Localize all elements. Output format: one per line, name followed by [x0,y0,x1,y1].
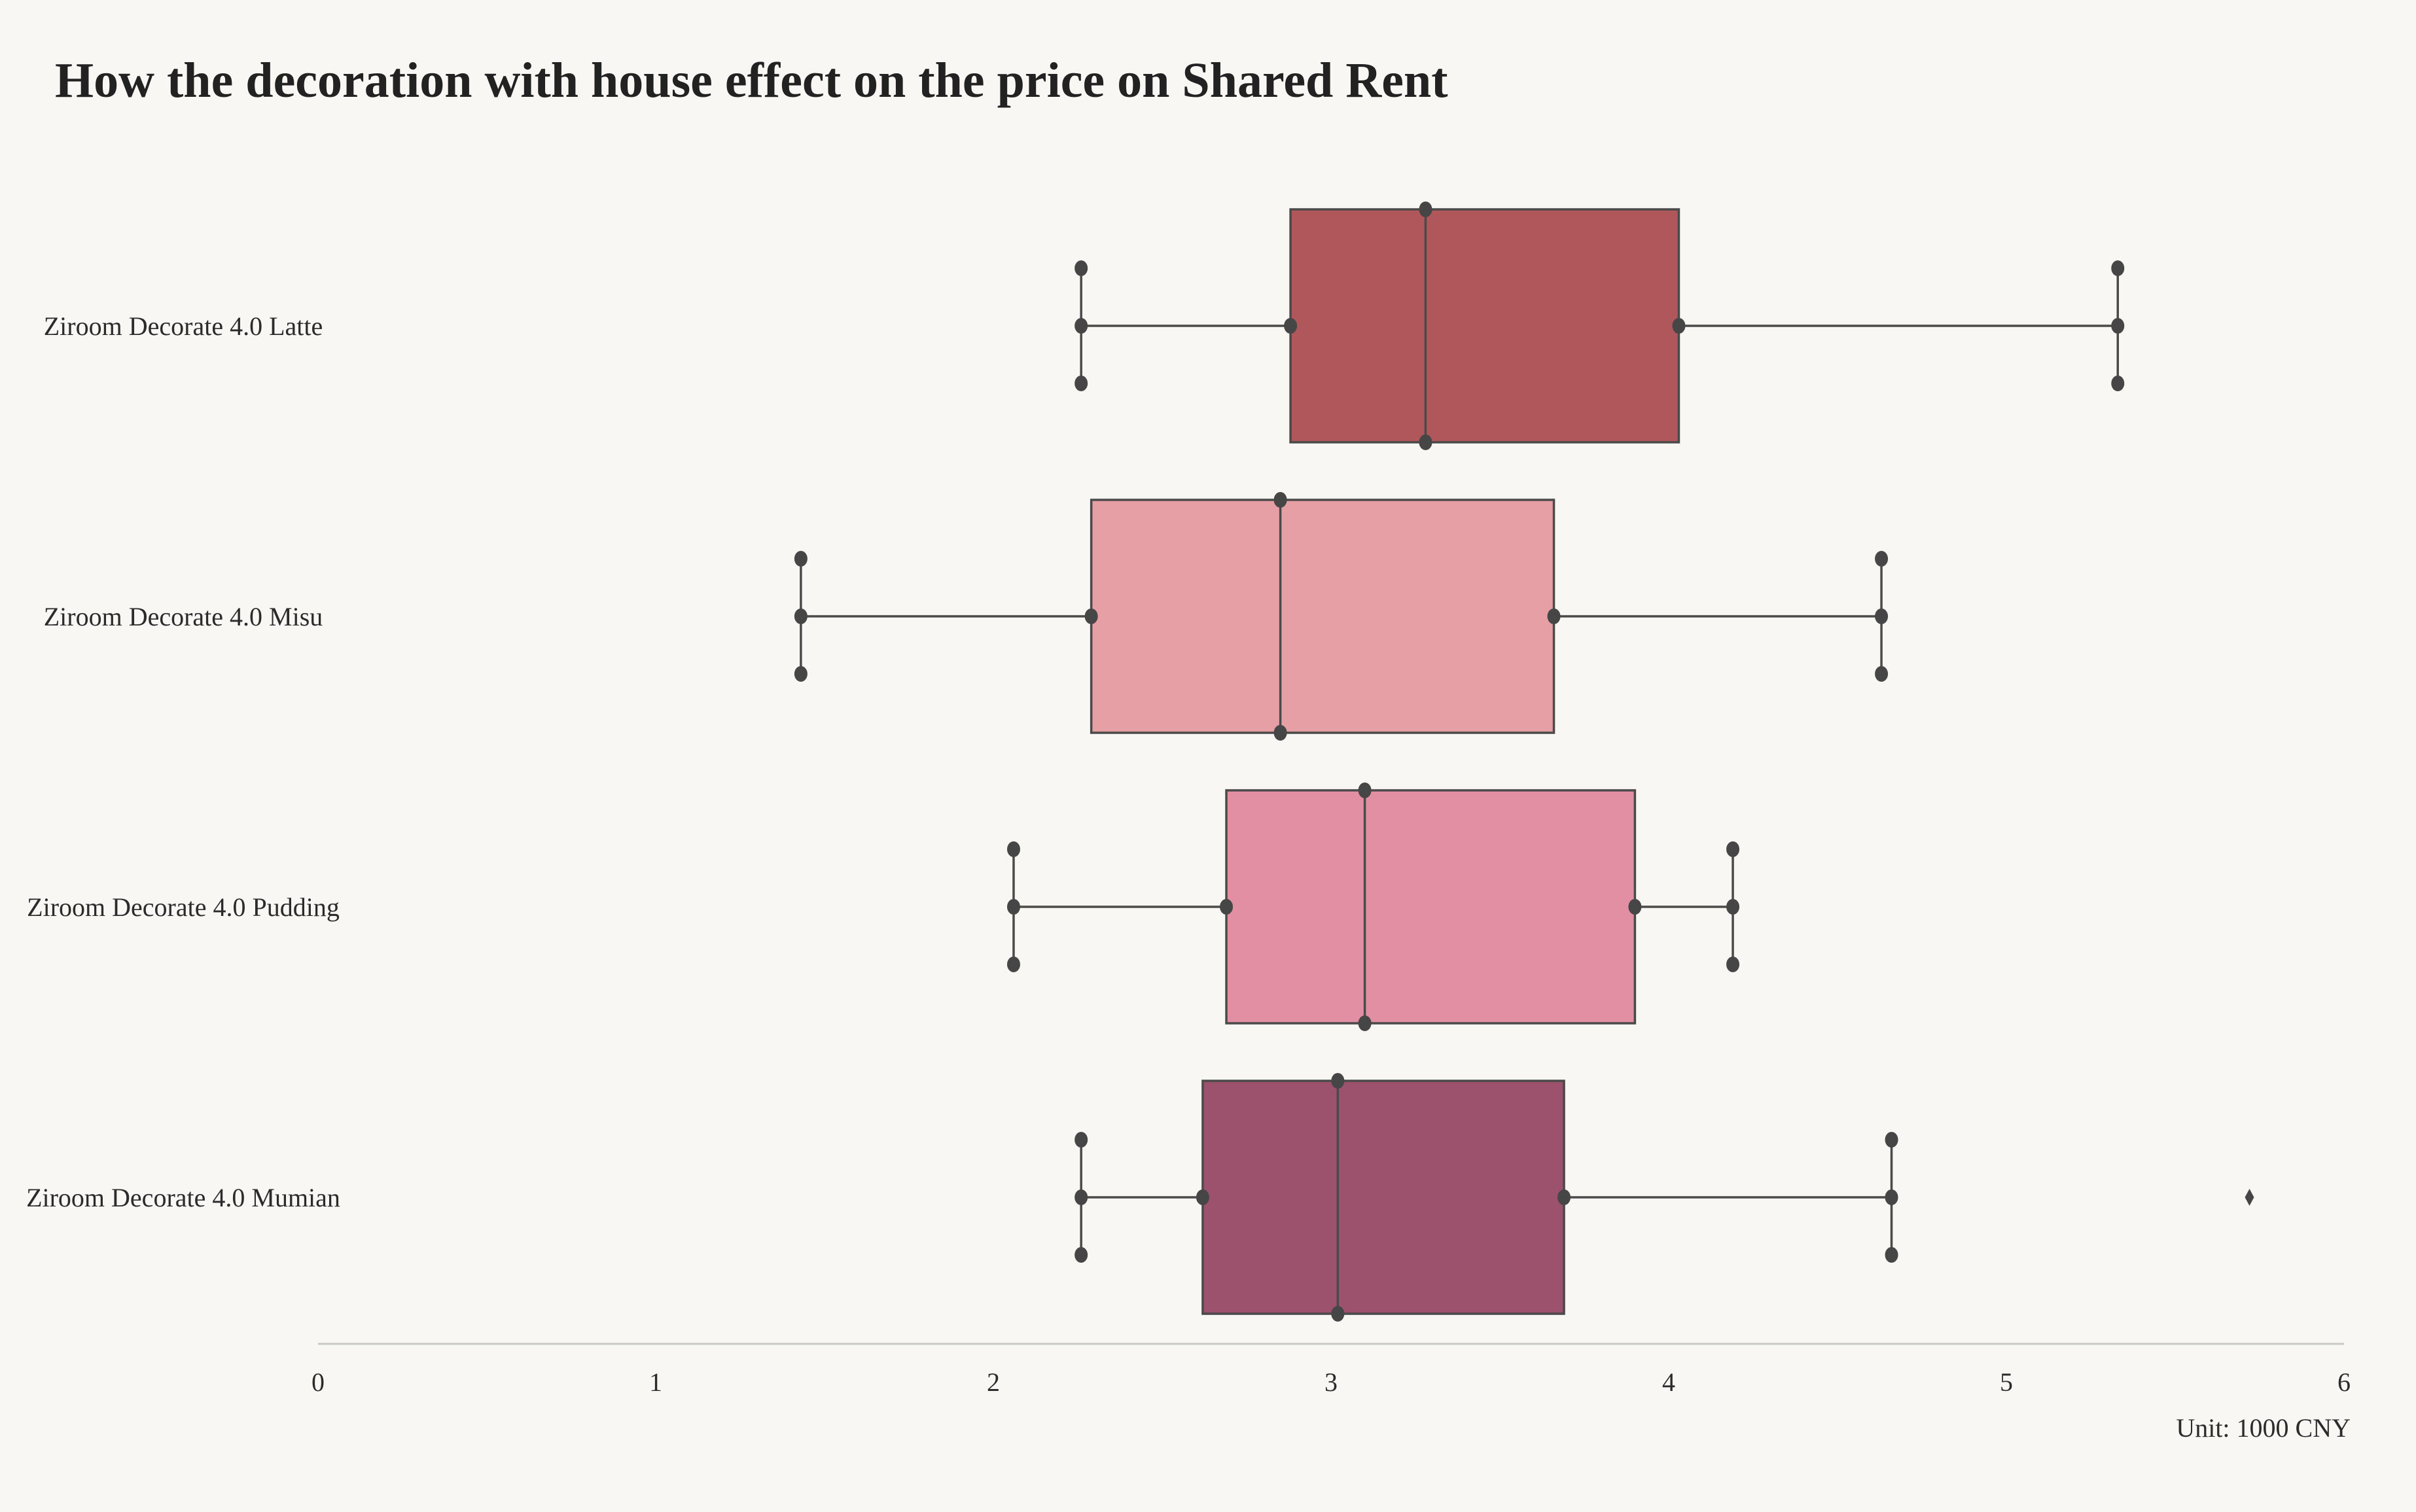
median-top-point [1331,1073,1345,1089]
q1-point [1220,899,1234,915]
y-category-label: Ziroom Decorate 4.0 Pudding [27,892,340,922]
median-bottom-point [1358,1015,1372,1031]
x-tick-label: 5 [2000,1367,2013,1397]
whisker-low-bottom-point [794,666,808,682]
y-category-label: Ziroom Decorate 4.0 Misu [44,602,323,631]
median-top-point [1419,202,1432,217]
q3-point [1628,899,1642,915]
q3-point [1547,608,1561,624]
q1-point [1084,608,1098,624]
whisker-high-top-point [1726,841,1740,857]
box-1 [1075,202,2125,450]
whisker-high-bottom-point [1885,1247,1898,1263]
whisker-high-top-point [1885,1132,1898,1148]
whisker-high-point [1726,899,1740,915]
whisker-high-top-point [2111,260,2125,276]
chart-title: How the decoration with house effect on … [55,53,1448,108]
median-bottom-point [1273,725,1287,741]
iqr-box [1225,789,1637,1025]
x-axis-ticks: 0 1 2 3 4 5 6 [311,1367,2351,1397]
iqr-box [1289,208,1680,444]
whisker-low-point [1006,899,1020,915]
x-tick-label: 1 [649,1367,662,1397]
y-category-label: Ziroom Decorate 4.0 Latte [44,311,323,341]
whisker-high-bottom-point [1875,666,1889,682]
y-axis-labels: Ziroom Decorate 4.0 Latte Ziroom Decorate… [26,311,340,1212]
whisker-high-top-point [1875,551,1889,567]
median-top-point [1273,492,1287,508]
whisker-low-top-point [794,551,808,567]
whisker-low-bottom-point [1075,1247,1088,1263]
median-top-point [1358,782,1372,798]
box-2 [794,492,1889,741]
whisker-high-point [1885,1189,1898,1205]
box-3 [1006,782,1740,1031]
box-group [794,202,2254,1322]
iqr-box [1090,499,1555,734]
whisker-low-bottom-point [1075,376,1088,391]
whisker-low-top-point [1075,1132,1088,1148]
q3-point [1557,1189,1571,1205]
unit-label: Unit: 1000 CNY [2176,1413,2351,1443]
whisker-low-point [1075,1189,1088,1205]
x-tick-label: 2 [987,1367,1000,1397]
whisker-low-top-point [1006,841,1020,857]
median-bottom-point [1331,1306,1345,1322]
iqr-box [1201,1080,1565,1315]
whisker-low-bottom-point [1006,957,1020,972]
q3-point [1672,318,1686,334]
q1-point [1196,1189,1209,1205]
whisker-high-bottom-point [2111,376,2125,391]
x-tick-label: 6 [2337,1367,2351,1397]
x-tick-label: 0 [311,1367,325,1397]
median-bottom-point [1419,434,1432,450]
whisker-high-point [1875,608,1889,624]
whisker-low-top-point [1075,260,1088,276]
y-category-label: Ziroom Decorate 4.0 Mumian [26,1183,340,1212]
whisker-high-point [2111,318,2125,334]
box-4 [1075,1073,2254,1322]
whisker-high-bottom-point [1726,957,1740,972]
outlier-point [2245,1189,2254,1206]
x-tick-label: 3 [1324,1367,1338,1397]
x-tick-label: 4 [1662,1367,1675,1397]
whisker-low-point [794,608,808,624]
q1-point [1284,318,1298,334]
whisker-low-point [1075,318,1088,334]
